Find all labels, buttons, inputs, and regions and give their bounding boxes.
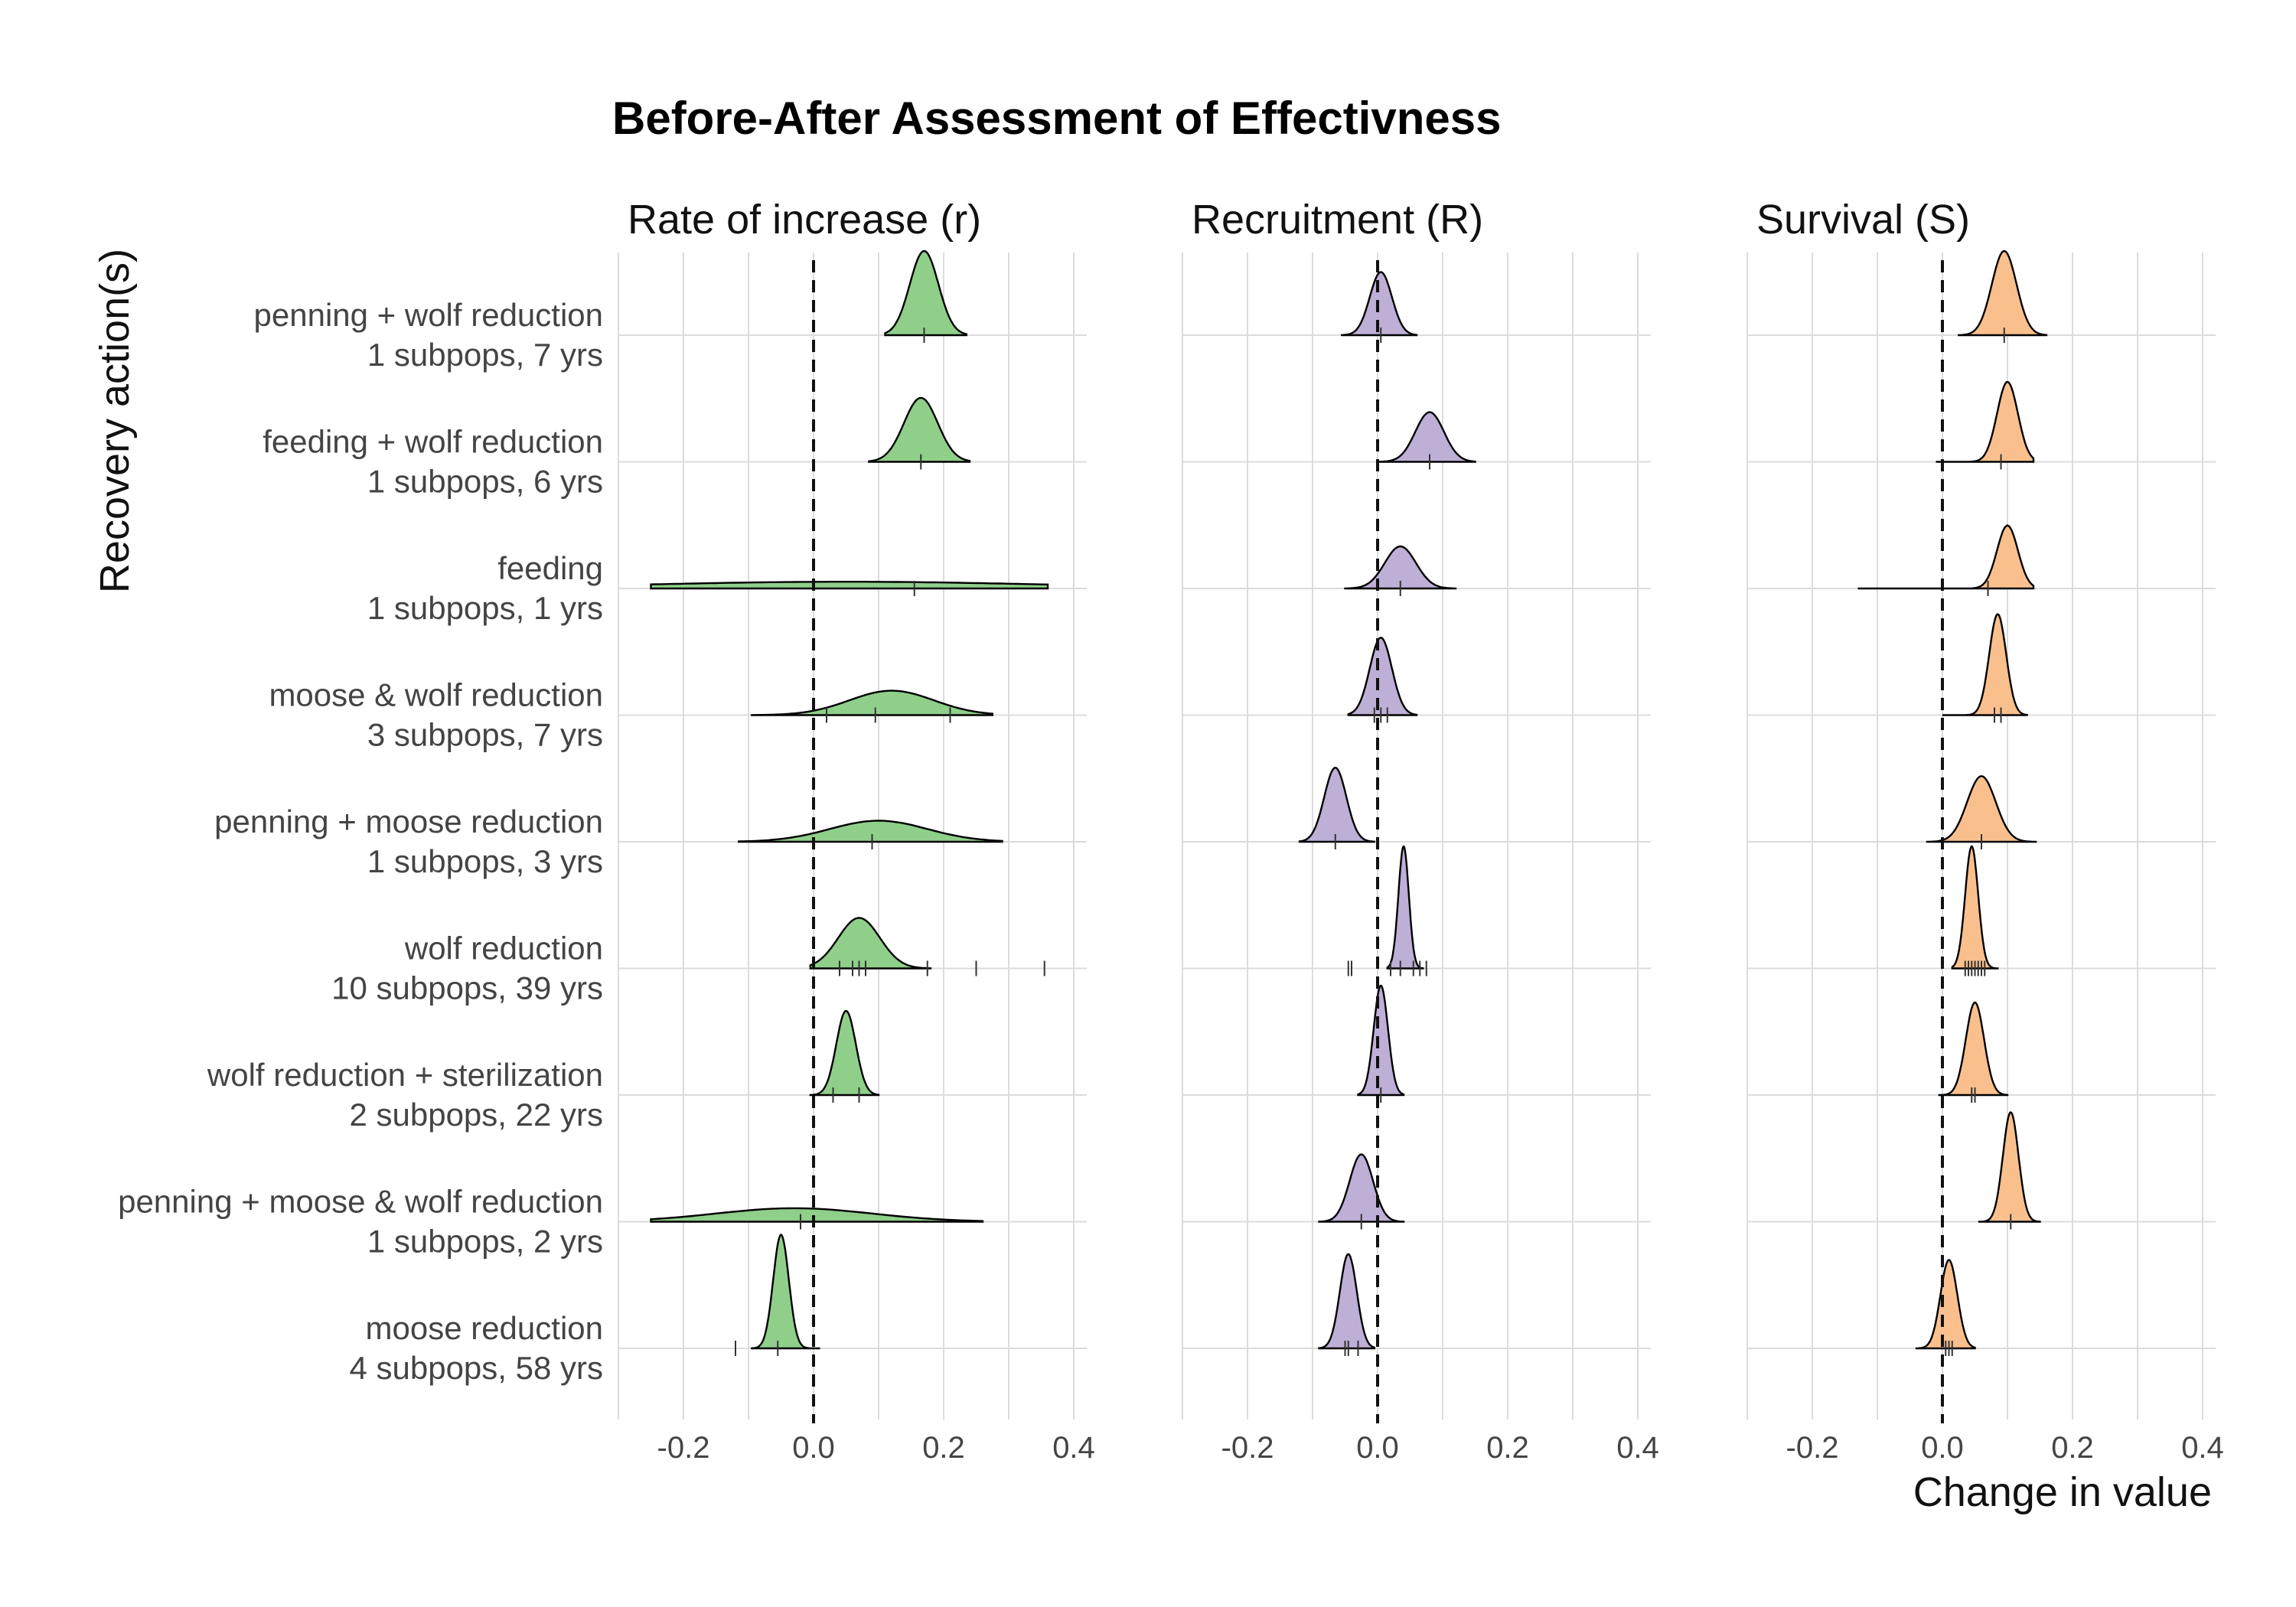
x-axis-title: Change in value [1913, 1469, 2212, 1515]
density-ridge [1376, 411, 1476, 463]
row-label-detail: 1 subpops, 7 yrs [367, 337, 603, 373]
x-tick-label: -0.2 [1221, 1431, 1274, 1465]
row-label-action: moose & wolf reduction [269, 677, 603, 713]
row-label-action: wolf reduction + sterilization [207, 1057, 603, 1093]
density-ridge [1978, 1111, 2041, 1223]
row-label-action: penning + wolf reduction [254, 297, 603, 333]
x-tick-label: 0.4 [1616, 1431, 1659, 1465]
density-ridge [1915, 1259, 1976, 1350]
row-label-detail: 3 subpops, 7 yrs [367, 717, 603, 753]
row-label-detail: 10 subpops, 39 yrs [331, 970, 603, 1006]
x-tick-label: 0.0 [792, 1431, 835, 1465]
row-label-action: penning + moose reduction [214, 804, 603, 839]
density-ridge [809, 1009, 880, 1097]
row-label-detail: 1 subpops, 2 yrs [367, 1224, 603, 1260]
density-ridge [650, 1207, 984, 1223]
density-ridge [738, 820, 1003, 843]
x-tick-label: 0.4 [1052, 1431, 1095, 1465]
density-ridge [751, 689, 993, 716]
density-ridge [1318, 1153, 1405, 1223]
panel-title: Survival (S) [1756, 197, 1970, 243]
chart-title: Before-After Assessment of Effectivness [612, 93, 1501, 144]
row-label-action: feeding [497, 550, 603, 586]
density-ridge [1298, 766, 1375, 843]
density-ridge [809, 917, 932, 970]
row-labels: penning + wolf reduction 1 subpops, 7 yrs… [118, 297, 603, 1386]
density-ridge [1926, 774, 2037, 843]
row-label-detail: 2 subpops, 22 yrs [349, 1097, 603, 1133]
row-label-action: feeding + wolf reduction [263, 424, 603, 460]
row-label-detail: 1 subpops, 1 yrs [367, 590, 603, 626]
panel: Rate of increase (r) -0.2 0.0 0.2 0.4 [618, 197, 1095, 1465]
density-ridge [1857, 524, 2035, 590]
y-axis-title: Recovery action(s) [92, 249, 138, 593]
density-ridge [1958, 249, 2048, 337]
row-label-detail: 4 subpops, 58 yrs [349, 1350, 603, 1386]
density-ridge [1341, 271, 1418, 337]
density-ridge [1347, 637, 1418, 716]
x-tick-label: 0.4 [2181, 1431, 2224, 1465]
panel-title: Rate of increase (r) [628, 197, 981, 243]
density-ridge [1951, 845, 1999, 970]
row-label-detail: 1 subpops, 6 yrs [367, 464, 603, 500]
density-ridge [1318, 1253, 1375, 1350]
row-label-action: penning + moose & wolf reduction [118, 1184, 603, 1220]
density-ridge [884, 249, 967, 337]
panel: Survival (S) -0.2 0.0 0.2 0.4 [1746, 197, 2224, 1465]
x-tick-label: 0.2 [922, 1431, 965, 1465]
x-tick-label: 0.2 [1486, 1431, 1529, 1465]
x-tick-label: 0.2 [2051, 1431, 2094, 1465]
row-label-action: wolf reduction [404, 931, 603, 966]
row-label-action: moose reduction [365, 1310, 603, 1346]
density-ridge [868, 396, 971, 463]
panel-title: Recruitment (R) [1192, 197, 1483, 243]
density-ridge [1344, 545, 1457, 590]
density-ridge [650, 581, 1049, 590]
density-ridge [1936, 380, 2035, 463]
x-tick-label: 0.0 [1921, 1431, 1964, 1465]
x-tick-label: 0.0 [1356, 1431, 1399, 1465]
x-tick-label: -0.2 [1786, 1431, 1839, 1465]
panel: Recruitment (R) -0.2 0.0 0.2 0.4 [1182, 197, 1659, 1465]
density-ridge [1357, 984, 1405, 1097]
panels: Rate of increase (r)-0.2 0.0 0.2 0.4Recruit… [618, 197, 2224, 1465]
density-ridge [1386, 845, 1424, 970]
density-ridge [1942, 613, 2028, 716]
density-ridge [1938, 1001, 2009, 1097]
density-ridge [751, 1234, 820, 1350]
x-tick-label: -0.2 [657, 1431, 710, 1465]
row-label-detail: 1 subpops, 3 yrs [367, 843, 603, 879]
